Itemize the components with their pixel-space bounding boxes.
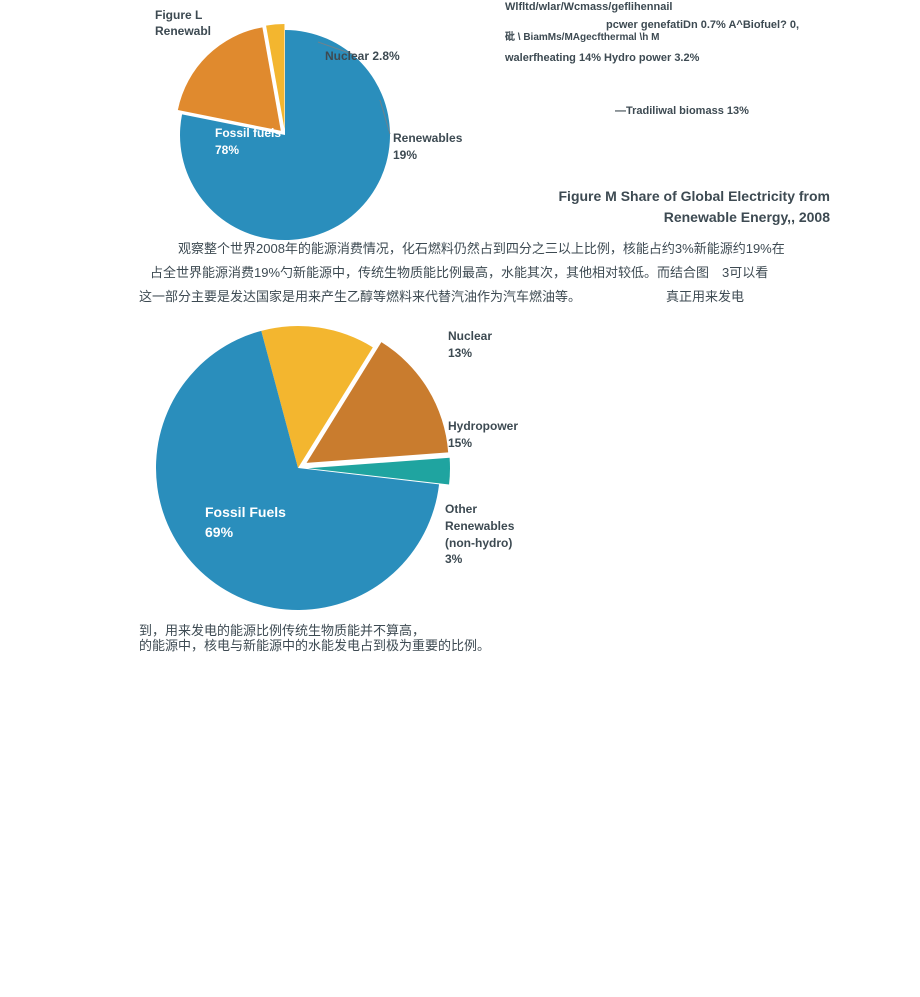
tail-line-2: 的能源中，核电与新能源中的水能发电占到极为重要的比例。 <box>139 635 490 657</box>
hydropower-15-label: Hydropower 15% <box>448 418 518 452</box>
figure-m-title: Figure M Share of Global Electricity fro… <box>520 186 830 228</box>
fossil-fuels-69-label: Fossil Fuels 69% <box>205 503 286 542</box>
paragraph-2-right: 真正用来发电 <box>666 286 744 308</box>
document-page: Figure L Renewabl Wlfltd/wlar/Wcmass/gef… <box>0 0 920 997</box>
nuclear-13-label: Nuclear 13% <box>448 328 492 362</box>
paragraph-1b-right: 3可以看 <box>722 262 768 284</box>
traditional-biomass-label: —Tradiliwal biomass 13% <box>615 104 749 119</box>
other-renewables-3-label: Other Renewables (non-hydro) 3% <box>445 501 514 568</box>
